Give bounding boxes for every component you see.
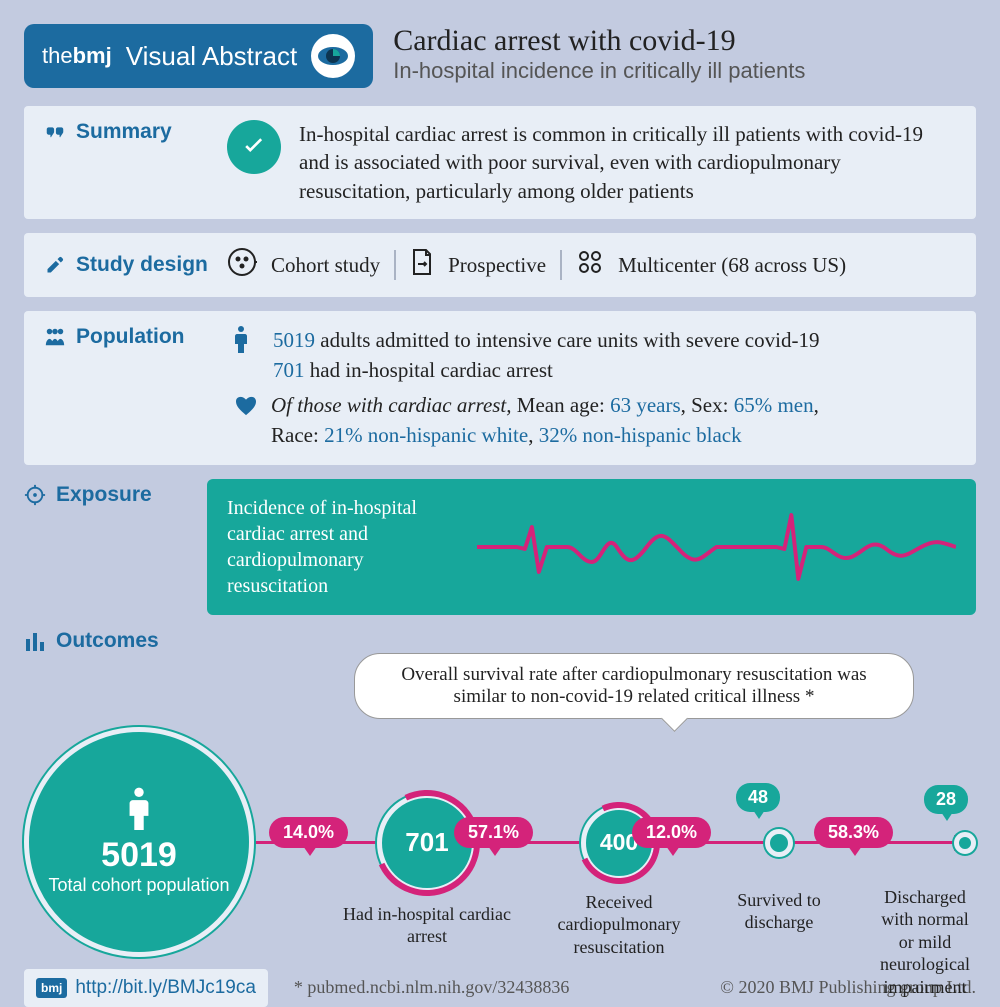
people-icon xyxy=(44,326,66,348)
design-items: Cohort study Prospective Multicenter (68… xyxy=(227,247,846,283)
pct-2: 57.1% xyxy=(454,817,533,848)
bars-icon xyxy=(24,631,46,651)
exposure-section: Exposure Incidence of in-hospital cardia… xyxy=(24,479,976,615)
population-body: 5019 adults admitted to intensive care u… xyxy=(273,325,819,451)
bmj-mini-icon: bmj xyxy=(36,978,67,998)
divider xyxy=(560,250,562,280)
pct-1: 14.0% xyxy=(269,817,348,848)
target-icon xyxy=(24,484,46,506)
outcomes-section: Outcomes Overall survival rate after car… xyxy=(24,629,976,965)
multicenter-icon xyxy=(576,248,604,282)
badge-text: Visual Abstract xyxy=(126,41,298,72)
design-item-1: Cohort study xyxy=(271,253,380,278)
title-block: Cardiac arrest with covid-19 In-hospital… xyxy=(393,24,805,84)
count-3: 48 xyxy=(736,783,780,812)
summary-text: In-hospital cardiac arrest is common in … xyxy=(299,120,956,205)
outcomes-label: Outcomes xyxy=(24,629,976,653)
outcomes-flow: Overall survival rate after cardiopulmon… xyxy=(24,665,976,965)
check-icon xyxy=(227,120,281,174)
population-card: Population 5019 adults admitted to inten… xyxy=(24,311,976,465)
cohort-icon xyxy=(227,247,257,283)
summary-card: Summary In-hospital cardiac arrest is co… xyxy=(24,106,976,219)
pct-3: 12.0% xyxy=(632,817,711,848)
footnote: * pubmed.ncbi.nlm.nih.gov/32438836 xyxy=(294,977,569,998)
footer: bmj http://bit.ly/BMJc19ca * pubmed.ncbi… xyxy=(24,969,976,1007)
pencil-icon xyxy=(44,255,66,275)
flow-node-total: 5019 Total cohort population xyxy=(24,727,254,957)
heart-icon xyxy=(235,394,257,451)
exposure-box: Incidence of in-hospital cardiac arrest … xyxy=(207,479,976,615)
design-item-3: Multicenter (68 across US) xyxy=(618,253,846,278)
survival-note: Overall survival rate after cardiopulmon… xyxy=(354,653,914,719)
quote-icon xyxy=(44,121,66,143)
design-item-2: Prospective xyxy=(448,253,546,278)
population-label: Population xyxy=(44,325,209,349)
header: thebmj Visual Abstract Cardiac arrest wi… xyxy=(24,24,976,88)
exposure-label: Exposure xyxy=(24,483,189,507)
design-label: Study design xyxy=(44,253,209,277)
page-title: Cardiac arrest with covid-19 xyxy=(393,24,805,58)
short-link[interactable]: bmj http://bit.ly/BMJc19ca xyxy=(24,969,268,1007)
summary-label: Summary xyxy=(44,120,209,144)
ecg-icon xyxy=(477,507,956,587)
page-subtitle: In-hospital incidence in critically ill … xyxy=(393,58,805,84)
exposure-text: Incidence of in-hospital cardiac arrest … xyxy=(227,495,457,599)
person-icon xyxy=(227,325,255,358)
visual-abstract-badge: thebmj Visual Abstract xyxy=(24,24,373,88)
flow-node-discharged: Discharged with normal or mild neurologi… xyxy=(874,832,976,999)
person-icon xyxy=(126,786,152,830)
design-card: Study design Cohort study Prospective Mu… xyxy=(24,233,976,297)
bmj-logo: thebmj xyxy=(42,43,112,69)
eye-icon xyxy=(311,34,355,78)
document-icon xyxy=(410,248,434,282)
divider xyxy=(394,250,396,280)
count-4: 28 xyxy=(924,785,968,814)
